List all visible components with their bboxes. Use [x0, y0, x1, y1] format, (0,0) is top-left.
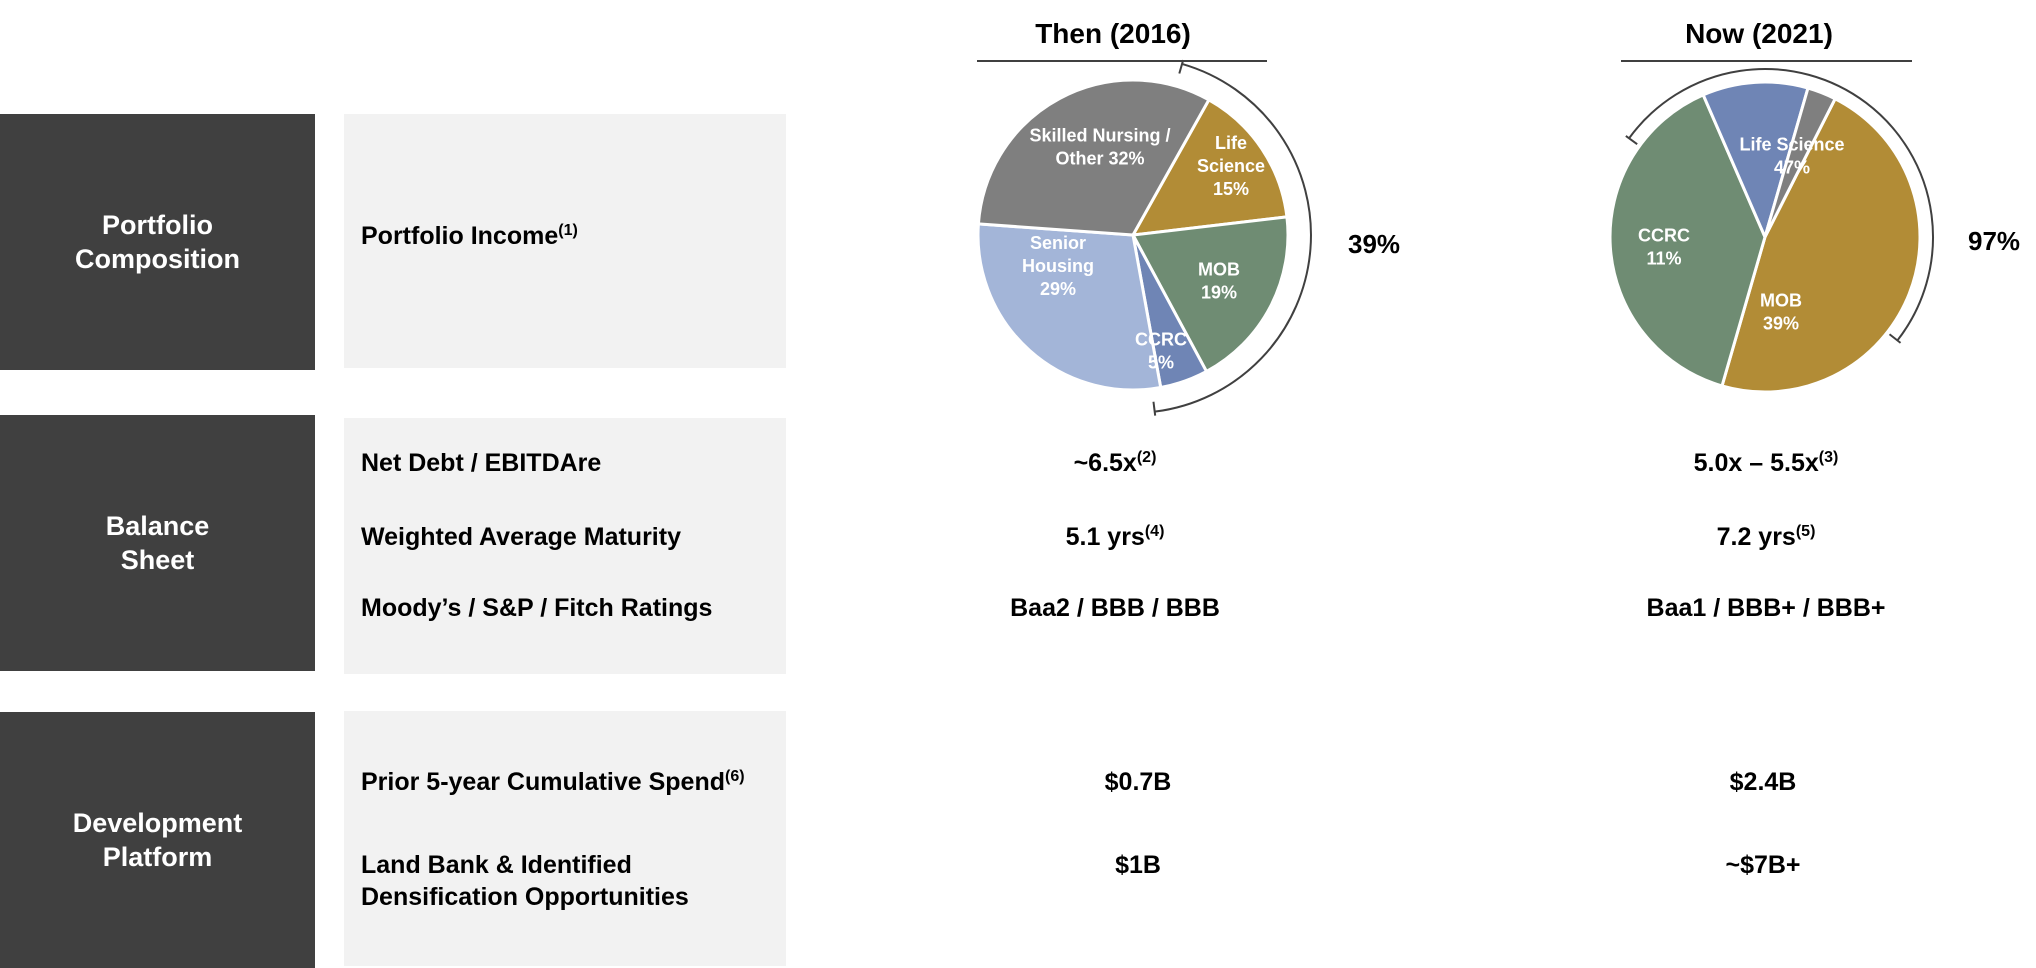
pie-slice-mob [1131, 215, 1290, 373]
pie-label-skilled-nursing-other: Skilled Nursing / [1029, 126, 1170, 146]
section-title-line2: Sheet [120, 545, 195, 575]
pie-label-mob: 19% [1201, 283, 1237, 303]
value-land-bank-then: $1B [1115, 851, 1161, 879]
pie-slice-skilled-nursing-other [976, 78, 1211, 237]
pie-label-ccrc: CCRC [1638, 226, 1690, 246]
section-title-line2: Composition [75, 244, 240, 274]
pie-slice-other [1763, 86, 1837, 239]
bracket-tick [1178, 59, 1185, 74]
pie-label-ccrc: 5% [1148, 353, 1174, 373]
pie-label-skilled-nursing-other: Other 32% [1055, 149, 1144, 169]
bracket-tick [1888, 333, 1902, 344]
row-label-land-bank: Land Bank & Identified Densification Opp… [361, 851, 689, 911]
pie-slice-ccrc [1701, 80, 1810, 239]
row-label-weighted-average-maturity: Weighted Average Maturity [361, 523, 681, 551]
bracket-arc [1628, 68, 1934, 342]
value-wam-then: 5.1 yrs(4) [1065, 523, 1165, 551]
pie-label-senior-housing: Senior [1030, 233, 1086, 253]
footnote-ref: (1) [558, 222, 578, 239]
section-development-platform: Development Platform [0, 712, 315, 968]
value-wam-now: 7.2 yrs(5) [1716, 523, 1816, 551]
value-ratings-now: Baa1 / BBB+ / BBB+ [1646, 594, 1886, 622]
column-header-then: Then (2016) [1035, 18, 1191, 49]
pie-slice-senior-housing [976, 222, 1163, 392]
pie-label-ccrc: CCRC [1135, 330, 1187, 350]
pie-label-senior-housing: 29% [1040, 279, 1076, 299]
column-header-now-rule [1621, 60, 1912, 62]
section-balance-sheet: Balance Sheet [0, 415, 315, 671]
pie-label-life-science: Life Science [1739, 135, 1844, 155]
section-title-line2: Platform [102, 842, 213, 872]
pie-label-life-science: 47% [1774, 158, 1810, 178]
pie-label-ccrc: 11% [1646, 249, 1681, 269]
value-spend-now: $2.4B [1729, 768, 1797, 796]
bracket-arc [1154, 62, 1312, 413]
footnote-ref: (6) [725, 768, 745, 785]
pie-label-mob: MOB [1760, 291, 1802, 311]
pie-slice-mob [1608, 93, 1767, 388]
value-net-debt-then: ~6.5x(2) [1073, 449, 1157, 477]
pie-label-mob: 39% [1763, 314, 1799, 334]
section-title-line1: Balance [105, 511, 210, 541]
column-header-now: Now (2021) [1685, 18, 1833, 49]
section-portfolio-composition: Portfolio Composition [0, 114, 315, 370]
label-panel-development [344, 711, 786, 966]
value-net-debt-now: 5.0x – 5.5x(3) [1693, 449, 1839, 477]
bracket-tick [1625, 135, 1638, 145]
pie-label-life-science: Science [1197, 156, 1265, 176]
label-panel-portfolio [344, 114, 786, 368]
row-label-portfolio-income: Portfolio Income(1) [361, 222, 578, 250]
label-panel-balance [344, 418, 786, 674]
now-bracket-percentage: 97% [1968, 226, 2021, 256]
then-bracket-percentage: 39% [1348, 229, 1401, 259]
bracket-tick [1152, 401, 1157, 416]
row-label-development-spend: Prior 5-year Cumulative Spend(6) [361, 768, 745, 796]
section-title-line1: Development [72, 808, 243, 838]
value-land-bank-now: ~$7B+ [1725, 851, 1801, 879]
pie-label-mob: MOB [1198, 260, 1240, 280]
value-ratings-then: Baa2 / BBB / BBB [1010, 594, 1220, 622]
pie-label-life-science: Life [1215, 133, 1247, 153]
value-spend-then: $0.7B [1104, 768, 1172, 796]
column-header-then-rule [977, 60, 1267, 62]
pie-slice-life-science [1131, 98, 1289, 237]
row-label-ratings: Moody’s / S&P / Fitch Ratings [361, 594, 713, 622]
pie-slice-life-science [1720, 97, 1922, 394]
pie-label-senior-housing: Housing [1022, 256, 1094, 276]
row-label-net-debt: Net Debt / EBITDAre [361, 449, 602, 477]
pie-label-life-science: 15% [1213, 179, 1249, 199]
section-title-line1: Portfolio [102, 210, 213, 240]
